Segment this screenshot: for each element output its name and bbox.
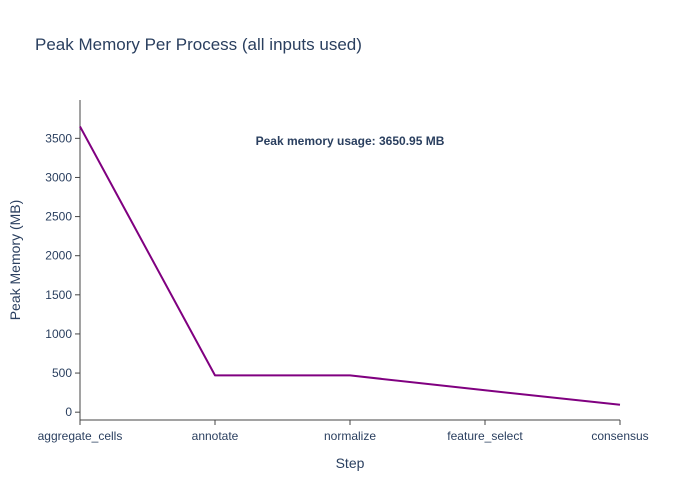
x-tick-label: annotate (192, 429, 239, 443)
y-tick-label: 3000 (45, 170, 72, 184)
chart-title: Peak Memory Per Process (all inputs used… (35, 35, 362, 54)
peak-annotation: Peak memory usage: 3650.95 MB (256, 134, 445, 148)
y-tick-label: 1000 (45, 327, 72, 341)
x-tick-label: aggregate_cells (38, 429, 123, 443)
y-tick-label: 2500 (45, 210, 72, 224)
y-axis-title: Peak Memory (MB) (7, 200, 23, 321)
y-tick-label: 3500 (45, 131, 72, 145)
y-tick-label: 500 (52, 366, 72, 380)
y-tick-label: 0 (65, 405, 72, 419)
x-axis-title: Step (336, 455, 365, 471)
x-tick-label: normalize (324, 429, 376, 443)
y-tick-label: 1500 (45, 288, 72, 302)
plot-area: 0 500 1000 1500 2000 2500 3000 3500 aggregate_ce… (38, 100, 649, 443)
y-tick-label: 2000 (45, 249, 72, 263)
series-line (79, 126, 621, 406)
x-tick-label: consensus (591, 429, 648, 443)
x-tick-label: feature_select (447, 429, 523, 443)
